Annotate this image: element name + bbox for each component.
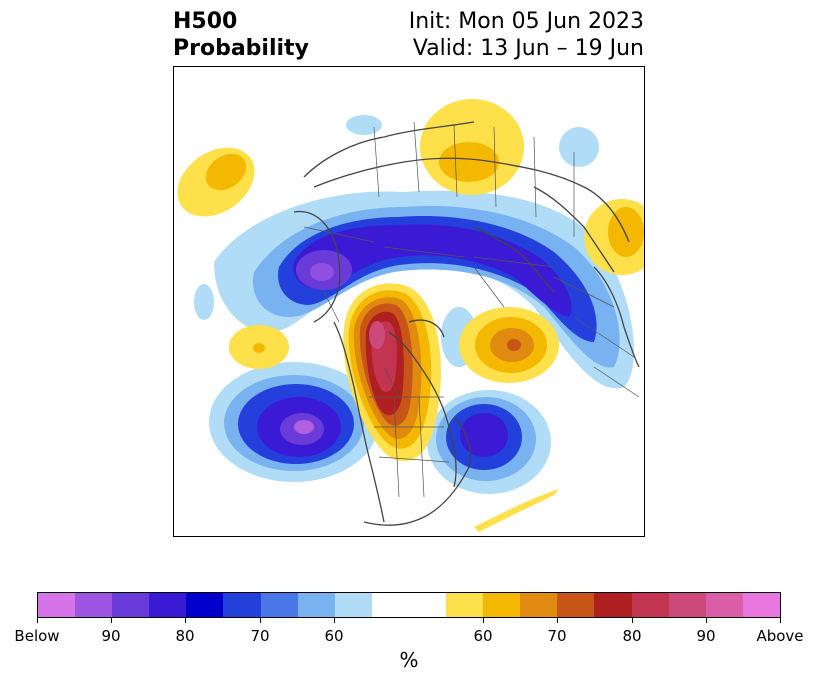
colorbar-segment [186, 593, 224, 617]
map-canvas [177, 99, 644, 532]
colorbar-segment [742, 593, 780, 617]
colorbar-tick [37, 618, 38, 623]
colorbar-segment [149, 593, 187, 617]
colorbar-segment [371, 593, 409, 617]
colorbar-tick-label: 70 [250, 627, 270, 645]
colorbar-tick-label: Above [756, 627, 804, 645]
colorbar-tick [706, 618, 707, 623]
valid-range: Valid: 13 Jun – 19 Jun [412, 36, 644, 61]
colorbar-segment [483, 593, 521, 617]
colorbar-tick [334, 618, 335, 623]
atlantic-strip [474, 489, 559, 532]
trough-arc-anomaly [214, 190, 634, 389]
pacific-high-anomaly [177, 147, 255, 217]
siberia-high-anomaly [420, 99, 524, 195]
init-date: Init: Mon 05 Jun 2023 [408, 9, 644, 34]
colorbar-tick [632, 618, 633, 623]
colorbar-tick-label: 80 [175, 627, 195, 645]
colorbar-tick-label: Below [14, 627, 60, 645]
colorbar-segment [446, 593, 484, 617]
small-low-patch [194, 284, 214, 320]
colorbar-segment [594, 593, 632, 617]
colorbar-segment [408, 593, 447, 617]
title-variable: H500 [173, 9, 238, 34]
central-ridge-anomaly [343, 283, 441, 462]
probability-map [173, 66, 645, 537]
colorbar-tick-label: 60 [324, 627, 344, 645]
colorbar-tick [185, 618, 186, 623]
colorbar-segment [705, 593, 743, 617]
political-borders [303, 121, 640, 498]
colorbar-segment [260, 593, 298, 617]
colorbar-segment [668, 593, 706, 617]
colorbar [37, 592, 781, 618]
colorbar-tick [780, 618, 781, 623]
colorbar-segment [557, 593, 595, 617]
coastlines [293, 121, 640, 526]
colorbar-tick-label: 90 [696, 627, 716, 645]
colorbar-tick-label: 80 [622, 627, 642, 645]
colorbar-tick [557, 618, 558, 623]
colorbar-tick [483, 618, 484, 623]
small-low-patch [346, 115, 382, 135]
colorbar-segment [334, 593, 372, 617]
colorbar-segment [631, 593, 669, 617]
title-type: Probability [173, 36, 309, 61]
colorbar-tick [111, 618, 112, 623]
colorbar-segment [38, 593, 76, 617]
small-low-patch [559, 127, 599, 167]
chart-title: H500 Probability [173, 8, 309, 62]
colorbar-segment [297, 593, 335, 617]
date-info: Init: Mon 05 Jun 2023 Valid: 13 Jun – 19… [409, 8, 644, 62]
atlantic-high-anomaly [459, 307, 559, 383]
colorbar-tick-label: 90 [101, 627, 121, 645]
pacific-high-small-core [253, 343, 265, 353]
colorbar-segment [112, 593, 150, 617]
colorbar-tick-label: 70 [547, 627, 567, 645]
colorbar-segment [520, 593, 558, 617]
colorbar-tick [260, 618, 261, 623]
colorbar-unit-label: % [399, 648, 419, 672]
colorbar-tick-label: 60 [473, 627, 493, 645]
europe-high-core [608, 207, 644, 257]
colorbar-segment [75, 593, 113, 617]
pacific-low-anomaly [209, 362, 379, 482]
eastern-low-anomaly [427, 390, 551, 494]
colorbar-segment [223, 593, 261, 617]
